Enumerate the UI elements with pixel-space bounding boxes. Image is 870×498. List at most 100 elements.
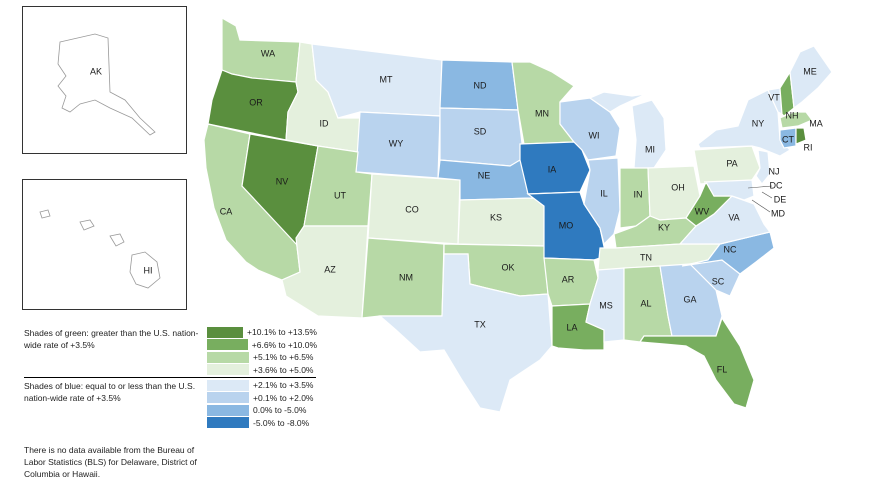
legend-green-caption: Shades of green: greater than the U.S. n… <box>24 328 199 350</box>
state-ak <box>57 33 156 136</box>
state-label-ky: KY <box>658 222 670 232</box>
state-label-nj: NJ <box>769 166 780 176</box>
state-label-nv: NV <box>276 176 289 186</box>
state-label-fl: FL <box>717 364 728 374</box>
state-label-wi: WI <box>589 130 600 140</box>
state-label-wv: WV <box>695 206 710 216</box>
state-label-mt: MT <box>380 74 393 84</box>
state-label-ok: OK <box>501 262 514 272</box>
state-label-al: AL <box>640 298 651 308</box>
state-hi-maui <box>109 233 125 247</box>
state-label-mi: MI <box>645 144 655 154</box>
state-label-ga: GA <box>683 294 696 304</box>
blue-swatch <box>207 392 249 404</box>
legend-blue-caption: Shades of blue: equal to or less than th… <box>24 381 196 403</box>
state-label-ct: CT <box>782 134 794 144</box>
state-label-ri: RI <box>804 142 813 152</box>
green-legend-item: +3.6% to +5.0% <box>207 364 317 377</box>
state-label-ny: NY <box>752 118 765 128</box>
legend-green-swatches: +10.1% to +13.5% +6.6% to +10.0% +5.1% to … <box>207 326 317 376</box>
state-label-nh: NH <box>786 110 799 120</box>
state-mi-up <box>588 91 647 113</box>
state-label-oh: OH <box>671 182 685 192</box>
state-label-ia: IA <box>548 164 557 174</box>
state-nh <box>779 70 795 117</box>
state-ct <box>779 127 797 149</box>
blue-legend-item: 0.0% to -5.0% <box>207 404 317 417</box>
state-ri <box>795 127 807 145</box>
green-swatch <box>207 351 249 363</box>
state-label-tn: TN <box>640 252 652 262</box>
state-hi-oahu <box>79 219 95 231</box>
state-mi <box>631 99 667 169</box>
state-label-hi: HI <box>144 265 153 275</box>
green-legend-item: +10.1% to +13.5% <box>207 326 317 339</box>
state-label-ar: AR <box>562 274 575 284</box>
leader-line-md <box>751 199 771 213</box>
blue-legend-item: -5.0% to -8.0% <box>207 417 317 430</box>
blue-legend-label: 0.0% to -5.0% <box>253 405 307 416</box>
state-hi-kauai <box>39 209 51 219</box>
state-label-nd: ND <box>474 80 487 90</box>
state-label-co: CO <box>405 204 419 214</box>
state-nc <box>681 231 775 275</box>
state-label-ut: UT <box>334 190 346 200</box>
state-md <box>703 179 755 201</box>
green-swatch <box>207 339 248 351</box>
blue-legend-label: -5.0% to -8.0% <box>253 417 310 428</box>
state-me <box>789 45 833 110</box>
blue-legend-item: +0.1% to +2.0% <box>207 392 317 405</box>
state-label-de: DE <box>774 194 787 204</box>
state-nj <box>755 149 771 185</box>
state-label-ak: AK <box>90 66 102 76</box>
leader-line-dc <box>747 185 773 189</box>
state-label-sc: SC <box>712 276 725 286</box>
state-label-in: IN <box>634 189 643 199</box>
state-label-mo: MO <box>559 220 574 230</box>
state-label-vt: VT <box>768 92 780 102</box>
blue-swatch <box>207 417 249 429</box>
state-label-va: VA <box>728 212 739 222</box>
green-legend-label: +6.6% to +10.0% <box>251 339 317 350</box>
green-legend-item: +6.6% to +10.0% <box>207 339 317 352</box>
state-il <box>583 157 621 246</box>
state-fl <box>638 316 755 409</box>
state-label-id: ID <box>320 118 330 128</box>
state-label-dc: DC <box>770 180 783 190</box>
leader-line-de <box>761 191 773 199</box>
blue-legend-label: +2.1% to +3.5% <box>253 380 314 391</box>
state-label-wy: WY <box>389 138 404 148</box>
green-legend-label: +3.6% to +5.0% <box>253 364 314 375</box>
green-legend-label: +10.1% to +13.5% <box>247 327 317 338</box>
state-label-nc: NC <box>724 244 737 254</box>
hawaii-inset <box>22 179 187 310</box>
blue-legend-item: +2.1% to +3.5% <box>207 379 317 392</box>
state-label-la: LA <box>566 322 577 332</box>
legend-divider <box>24 377 316 378</box>
green-swatch <box>207 364 249 376</box>
state-label-md: MD <box>771 208 785 218</box>
blue-swatch <box>207 379 249 391</box>
state-label-ca: CA <box>220 206 233 216</box>
state-label-me: ME <box>803 66 817 76</box>
state-label-ma: MA <box>809 118 823 128</box>
state-label-mn: MN <box>535 108 549 118</box>
state-label-or: OR <box>249 97 263 107</box>
state-label-wa: WA <box>261 48 275 58</box>
state-label-ms: MS <box>599 300 613 310</box>
green-legend-label: +5.1% to +6.5% <box>253 352 314 363</box>
state-ma <box>779 111 813 129</box>
state-label-il: IL <box>600 188 608 198</box>
state-label-sd: SD <box>474 126 487 136</box>
blue-legend-label: +0.1% to +2.0% <box>253 392 314 403</box>
state-label-az: AZ <box>324 264 336 274</box>
green-swatch <box>207 326 244 338</box>
legend-blue-swatches: +2.1% to +3.5% +0.1% to +2.0% 0.0% to -5.0… <box>207 379 317 429</box>
state-label-ks: KS <box>490 212 502 222</box>
state-sd <box>439 107 525 167</box>
state-tx <box>378 253 553 413</box>
no-data-note: There is no data available from the Bure… <box>24 445 197 479</box>
state-label-ne: NE <box>478 170 491 180</box>
state-label-pa: PA <box>726 158 737 168</box>
